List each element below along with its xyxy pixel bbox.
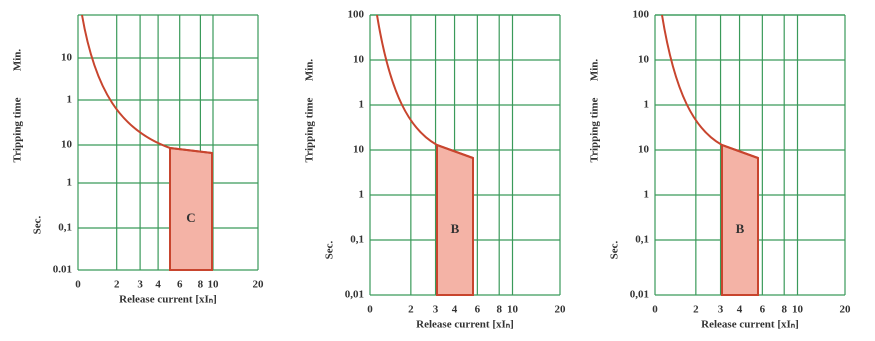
- x-axis-label: Release current [xIₙ]: [416, 319, 514, 331]
- y-tick-label: 1: [644, 189, 650, 201]
- tripping-curve: [661, 14, 759, 159]
- x-tick-label: 4: [155, 279, 161, 291]
- y-tick-label: 0,1: [58, 222, 72, 234]
- x-tick-label: 10: [507, 304, 519, 316]
- x-axis-label: Release current [xIₙ]: [119, 294, 217, 306]
- y-tick-label: 1: [359, 189, 365, 201]
- x-tick-label: 8: [781, 304, 787, 316]
- y-tick-label: 1: [644, 99, 650, 111]
- y-tick-label: 0,01: [345, 289, 364, 301]
- panel: B 100 10 1 10 1 0,1 0,010 2 3 4 6 8 10 20 Release curre…: [304, 9, 566, 331]
- x-tick-label: 20: [555, 304, 567, 316]
- x-tick-label: 8: [496, 304, 502, 316]
- y-tick-label: 1: [359, 99, 365, 111]
- minutes-label: Min.: [12, 49, 24, 72]
- x-tick-label: 20: [253, 279, 265, 291]
- y-tick-label: 0,1: [350, 234, 364, 246]
- x-tick-label: 3: [433, 304, 439, 316]
- x-tick-label: 2: [114, 279, 120, 291]
- x-tick-label: 4: [737, 304, 743, 316]
- minutes-label: Min.: [304, 59, 316, 82]
- y-tick-label: 0.01: [53, 264, 72, 276]
- x-tick-label: 10: [792, 304, 804, 316]
- x-tick-label: 6: [177, 279, 183, 291]
- x-tick-label: 0: [367, 304, 373, 316]
- y-tick-label: 10: [638, 54, 650, 66]
- x-tick-label: 20: [840, 304, 852, 316]
- y-tick-label: 10: [638, 144, 650, 156]
- y-tick-label: 10: [61, 139, 73, 151]
- x-tick-label: 0: [75, 279, 81, 291]
- y-tick-label: 100: [633, 9, 650, 21]
- y-axis-label: Tripping time: [304, 97, 316, 162]
- y-tick-label: 0,01: [630, 289, 649, 301]
- y-tick-label: 1: [67, 177, 73, 189]
- x-tick-label: 2: [408, 304, 414, 316]
- y-tick-label: 10: [353, 144, 365, 156]
- x-tick-label: 0: [652, 304, 658, 316]
- tripping-curve: [376, 14, 474, 159]
- seconds-label: Sec.: [324, 240, 336, 259]
- region-label: C: [186, 210, 195, 225]
- tripping-curve: [81, 14, 213, 154]
- x-tick-label: 10: [208, 279, 220, 291]
- region-label: B: [736, 221, 745, 236]
- x-tick-label: 3: [137, 279, 143, 291]
- panel: C 10 1 10 1 0,1 0.010 2 3 4 6 8 10 20 Release current …: [12, 14, 265, 306]
- x-tick-label: 8: [198, 279, 204, 291]
- panel: B 100 10 1 10 1 0,1 0,010 2 3 4 6 8 10 20 Release curre…: [589, 9, 851, 331]
- y-tick-label: 10: [353, 54, 365, 66]
- y-tick-label: 0,1: [635, 234, 649, 246]
- x-tick-label: 3: [718, 304, 724, 316]
- y-tick-label: 1: [67, 94, 73, 106]
- y-tick-label: 100: [348, 9, 365, 21]
- x-tick-label: 6: [760, 304, 766, 316]
- x-tick-label: 2: [693, 304, 699, 316]
- y-tick-label: 10: [61, 52, 73, 64]
- x-tick-label: 4: [452, 304, 458, 316]
- y-axis-label: Tripping time: [12, 97, 24, 162]
- minutes-label: Min.: [589, 59, 601, 82]
- region-label: B: [451, 221, 460, 236]
- y-axis-label: Tripping time: [589, 97, 601, 162]
- x-axis-label: Release current [xIₙ]: [701, 319, 799, 331]
- seconds-label: Sec.: [32, 215, 44, 234]
- x-tick-label: 6: [475, 304, 481, 316]
- seconds-label: Sec.: [609, 240, 621, 259]
